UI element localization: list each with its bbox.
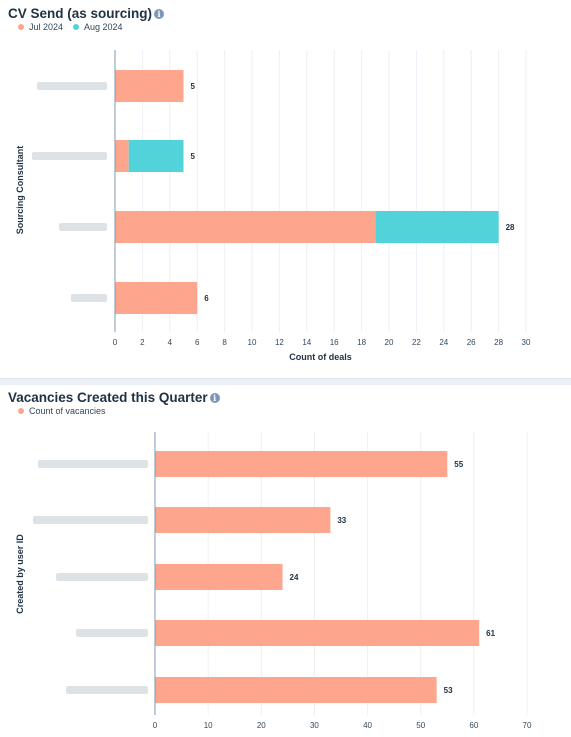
x-tick-label: 20 (257, 721, 266, 730)
redacted-category-label (71, 294, 107, 302)
x-tick-label: 22 (412, 338, 421, 347)
redacted-category-label (33, 516, 148, 524)
legend-label: Count of vacancies (29, 406, 106, 416)
info-icon[interactable]: i (154, 8, 165, 19)
chart-1-title: CV Send (as sourcing) i (8, 6, 165, 21)
legend-label: Jul 2024 (29, 22, 64, 32)
legend-item-vacancies[interactable]: Count of vacancies (18, 406, 106, 416)
bar-total-label: 33 (337, 516, 346, 525)
redacted-category-label (37, 82, 107, 90)
bar[interactable] (155, 564, 283, 590)
bar-total-label: 5 (191, 152, 196, 161)
x-tick-label: 6 (195, 338, 200, 347)
chart-2-title: Vacancies Created this Quarter i (8, 390, 220, 405)
chart-1-legend: Jul 2024 Aug 2024 (18, 22, 123, 32)
legend-item-aug[interactable]: Aug 2024 (73, 22, 123, 32)
x-tick-label: 70 (523, 721, 532, 730)
legend-dot-icon (18, 408, 24, 414)
x-tick-label: 2 (140, 338, 145, 347)
y-axis-label: Created by user ID (15, 534, 25, 614)
x-tick-label: 30 (310, 721, 319, 730)
x-tick-label: 20 (385, 338, 394, 347)
x-tick-label: 50 (416, 721, 425, 730)
legend-dot-icon (73, 24, 80, 30)
bar-total-label: 5 (191, 82, 196, 91)
bar[interactable] (375, 211, 499, 243)
redacted-category-label (76, 629, 148, 637)
bar[interactable] (128, 140, 184, 172)
redacted-category-label (38, 460, 148, 468)
x-tick-label: 4 (168, 338, 173, 347)
info-icon[interactable]: i (209, 392, 220, 403)
bar-total-label: 61 (486, 629, 495, 638)
y-axis-label: Sourcing Consultant (15, 146, 25, 235)
bar[interactable] (115, 282, 198, 314)
bar[interactable] (155, 677, 437, 703)
chart-2-title-text: Vacancies Created this Quarter (8, 390, 208, 405)
bar[interactable] (155, 620, 480, 646)
x-tick-label: 30 (522, 338, 531, 347)
bar-total-label: 24 (290, 573, 299, 582)
chart-2-legend: Count of vacancies (18, 406, 106, 416)
bar[interactable] (155, 451, 448, 477)
x-axis-label: Count of deals (289, 352, 352, 362)
x-tick-label: 18 (357, 338, 366, 347)
bar[interactable] (115, 211, 376, 243)
x-tick-label: 0 (153, 721, 158, 730)
vacancies-chart-panel: Vacancies Created this Quarter i Count o… (0, 384, 571, 737)
x-tick-label: 10 (204, 721, 213, 730)
legend-label: Aug 2024 (84, 22, 123, 32)
x-tick-label: 0 (113, 338, 118, 347)
redacted-category-label (59, 223, 107, 231)
bar[interactable] (155, 507, 331, 533)
legend-dot-icon (18, 24, 24, 30)
chart-1-title-text: CV Send (as sourcing) (8, 6, 153, 21)
bar-total-label: 28 (506, 223, 515, 232)
bar[interactable] (115, 70, 184, 102)
x-tick-label: 14 (302, 338, 311, 347)
x-tick-label: 40 (363, 721, 372, 730)
redacted-category-label (66, 686, 148, 694)
chart-2-plot: 55 33 24 61 53 0 10 20 30 40 50 60 70 Created by user… (15, 432, 532, 730)
x-tick-label: 26 (467, 338, 476, 347)
cv-send-chart-panel: CV Send (as sourcing) i Jul 2024 Aug 202… (8, 6, 531, 362)
x-tick-label: 24 (439, 338, 448, 347)
x-tick-label: 8 (222, 338, 227, 347)
section-divider (0, 378, 571, 385)
bar[interactable] (115, 140, 129, 172)
bar-total-label: 6 (204, 294, 209, 303)
redacted-category-label (56, 573, 148, 581)
x-tick-label: 28 (494, 338, 503, 347)
x-tick-label: 10 (248, 338, 257, 347)
x-tick-label: 12 (275, 338, 284, 347)
legend-item-jul[interactable]: Jul 2024 (18, 22, 63, 32)
x-tick-label: 60 (469, 721, 478, 730)
bar-total-label: 53 (444, 686, 453, 695)
redacted-category-label (32, 152, 107, 160)
x-tick-label: 16 (330, 338, 339, 347)
bar-total-label: 55 (454, 460, 463, 469)
